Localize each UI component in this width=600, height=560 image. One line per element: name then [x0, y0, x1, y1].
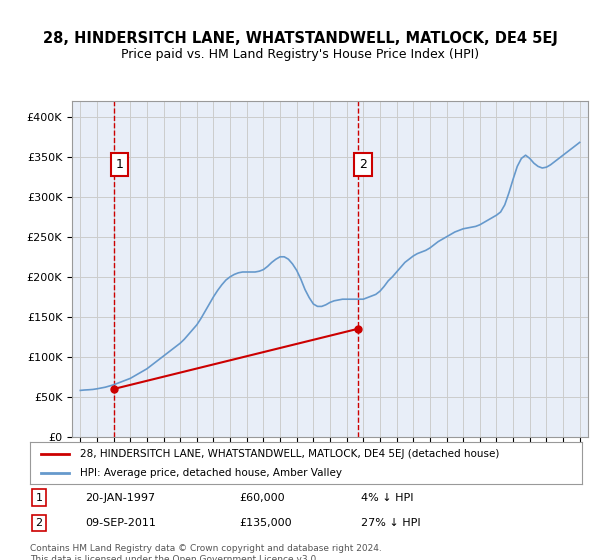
Text: 1: 1 [35, 493, 43, 503]
Text: £60,000: £60,000 [240, 493, 286, 503]
Text: 20-JAN-1997: 20-JAN-1997 [85, 493, 155, 503]
Text: £135,000: £135,000 [240, 518, 292, 528]
Text: 09-SEP-2011: 09-SEP-2011 [85, 518, 156, 528]
Text: 4% ↓ HPI: 4% ↓ HPI [361, 493, 414, 503]
Text: HPI: Average price, detached house, Amber Valley: HPI: Average price, detached house, Ambe… [80, 468, 341, 478]
Text: 27% ↓ HPI: 27% ↓ HPI [361, 518, 421, 528]
Text: 2: 2 [359, 158, 367, 171]
Text: 2: 2 [35, 518, 43, 528]
Text: Contains HM Land Registry data © Crown copyright and database right 2024.
This d: Contains HM Land Registry data © Crown c… [30, 544, 382, 560]
Text: 28, HINDERSITCH LANE, WHATSTANDWELL, MATLOCK, DE4 5EJ: 28, HINDERSITCH LANE, WHATSTANDWELL, MAT… [43, 31, 557, 46]
Text: Price paid vs. HM Land Registry's House Price Index (HPI): Price paid vs. HM Land Registry's House … [121, 48, 479, 60]
Text: 28, HINDERSITCH LANE, WHATSTANDWELL, MATLOCK, DE4 5EJ (detached house): 28, HINDERSITCH LANE, WHATSTANDWELL, MAT… [80, 449, 499, 459]
Text: 1: 1 [116, 158, 124, 171]
